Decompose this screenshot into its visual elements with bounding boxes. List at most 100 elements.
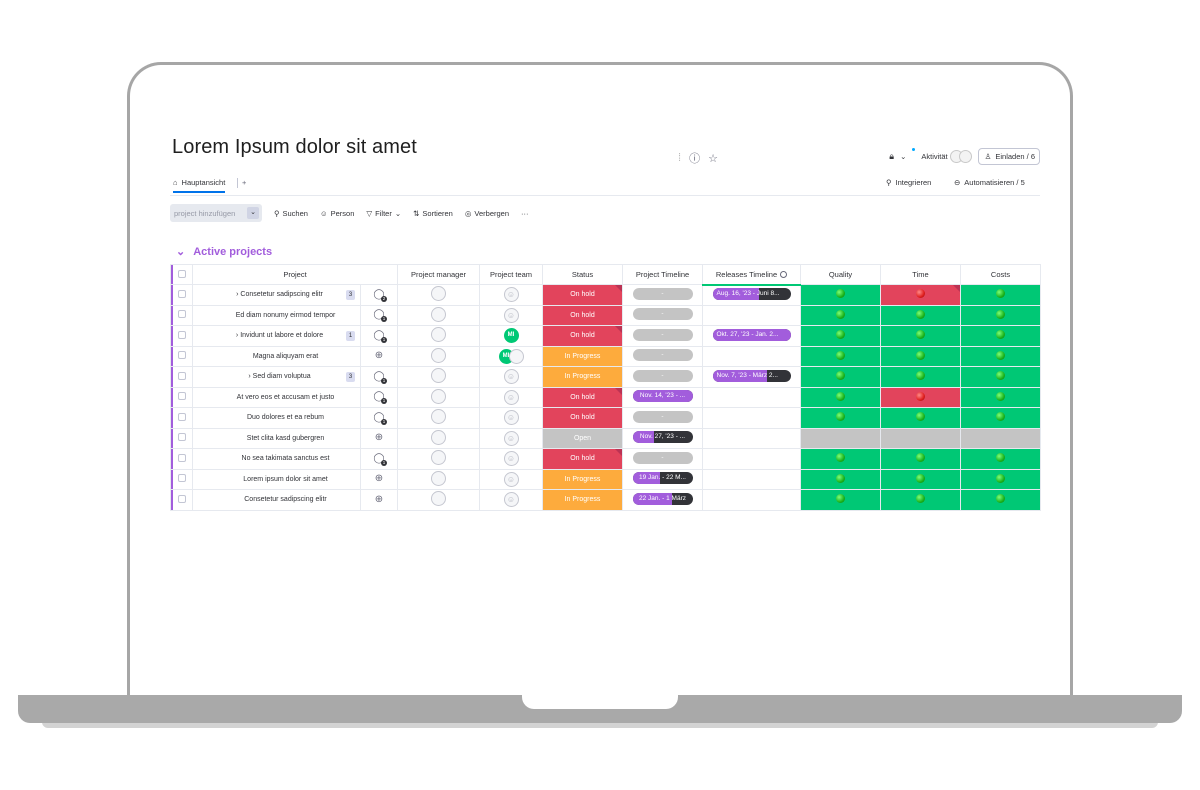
releases-timeline-cell[interactable] <box>702 468 801 490</box>
status-cell[interactable]: Open <box>542 427 623 449</box>
table-row[interactable]: › Sed diam voluptua 3 ◯ 1 ☺ In Progress - Nov. … <box>170 366 1041 388</box>
project-team-cell[interactable]: ☺ <box>479 427 543 449</box>
add-view-button[interactable]: + <box>236 178 247 188</box>
time-cell[interactable] <box>880 304 961 326</box>
table-row[interactable]: › Invidunt ut labore et dolore 1 ◯ 1 MI On ho… <box>170 325 1041 347</box>
project-team-cell[interactable]: ☺ <box>479 448 543 470</box>
project-name-cell[interactable]: Consetetur sadipscing elitr <box>192 489 361 511</box>
star-icon[interactable]: ☆ <box>708 152 718 165</box>
quality-cell[interactable] <box>800 366 881 388</box>
project-team-cell[interactable]: ☺ <box>479 386 543 408</box>
row-checkbox[interactable] <box>170 448 193 470</box>
project-manager-cell[interactable] <box>397 304 480 326</box>
project-timeline-cell[interactable]: 22 Jan. - 1 März <box>622 489 703 511</box>
quality-cell[interactable] <box>800 345 881 367</box>
project-manager-cell[interactable] <box>397 468 480 490</box>
time-cell[interactable] <box>880 386 961 408</box>
row-checkbox[interactable] <box>170 407 193 429</box>
table-row[interactable]: Stet clita kasd gubergren ⊕ ☺ Open Nov. 27, … <box>170 427 1041 449</box>
updates-cell[interactable]: ◯ 1 <box>360 407 398 429</box>
new-item-button[interactable]: project hinzufügen ⌄ <box>170 204 262 222</box>
table-row[interactable]: Lorem ipsum dolor sit amet ⊕ ☺ In Progress 1… <box>170 468 1041 490</box>
status-cell[interactable]: On hold <box>542 284 623 306</box>
integrate-button[interactable]: ⚲ Integrieren <box>886 178 931 187</box>
chevron-right-icon[interactable]: › <box>236 291 239 299</box>
quality-cell[interactable] <box>800 386 881 408</box>
automate-button[interactable]: ⊖ Automatisieren / 5 <box>954 178 1025 187</box>
column-header[interactable]: Status <box>542 264 623 285</box>
info-icon[interactable]: ⓘ <box>689 153 701 165</box>
project-team-cell[interactable]: ☺ <box>479 468 543 490</box>
row-checkbox[interactable] <box>170 427 193 449</box>
project-timeline-cell[interactable]: - <box>622 325 703 347</box>
row-checkbox[interactable] <box>170 386 193 408</box>
costs-cell[interactable] <box>960 489 1041 511</box>
tab-main-view[interactable]: ⌂ Hauptansicht <box>173 178 226 193</box>
updates-cell[interactable]: ◯ 1 <box>360 304 398 326</box>
project-name-cell[interactable]: Lorem ipsum dolor sit amet <box>192 468 361 490</box>
row-checkbox[interactable] <box>170 325 193 347</box>
quality-cell[interactable] <box>800 448 881 470</box>
project-manager-cell[interactable] <box>397 407 480 429</box>
row-checkbox[interactable] <box>170 489 193 511</box>
table-row[interactable]: Magna aliquyam erat ⊕ MI In Progress - <box>170 345 1041 367</box>
column-header[interactable]: Quality <box>800 264 881 285</box>
updates-cell[interactable]: ⊕ <box>360 468 398 490</box>
column-header-releases[interactable]: Releases Timeline <box>702 264 801 286</box>
project-timeline-cell[interactable]: - <box>622 304 703 326</box>
releases-timeline-cell[interactable] <box>702 407 801 429</box>
chevron-down-icon[interactable]: ⌄ <box>247 207 259 219</box>
project-timeline-cell[interactable]: - <box>622 448 703 470</box>
quality-cell[interactable] <box>800 304 881 326</box>
costs-cell[interactable] <box>960 345 1041 367</box>
updates-cell[interactable]: ◯ 1 <box>360 386 398 408</box>
table-row[interactable]: At vero eos et accusam et justo ◯ 1 ☺ On hol… <box>170 386 1041 408</box>
status-cell[interactable]: On hold <box>542 304 623 326</box>
person-filter-button[interactable]: ☺ Person <box>320 209 354 218</box>
table-row[interactable]: Ed diam nonumy eirmod tempor ◯ 1 ☺ On hold - <box>170 304 1041 326</box>
time-cell[interactable] <box>880 345 961 367</box>
project-name-cell[interactable]: › Sed diam voluptua 3 <box>192 366 361 388</box>
row-checkbox[interactable] <box>170 366 193 388</box>
time-cell[interactable] <box>880 366 961 388</box>
subitem-count-badge[interactable]: 3 <box>346 372 355 382</box>
quality-cell[interactable] <box>800 325 881 347</box>
project-manager-cell[interactable] <box>397 427 480 449</box>
project-team-cell[interactable]: MI <box>479 345 543 367</box>
costs-cell[interactable] <box>960 468 1041 490</box>
time-cell[interactable] <box>880 284 961 306</box>
time-cell[interactable] <box>880 489 961 511</box>
costs-cell[interactable] <box>960 366 1041 388</box>
table-row[interactable]: Duo dolores et ea rebum ◯ 1 ☺ On hold - <box>170 407 1041 429</box>
info-icon[interactable] <box>780 271 788 279</box>
filter-button[interactable]: ▽ Filter ⌄ <box>366 209 401 218</box>
status-cell[interactable]: On hold <box>542 407 623 429</box>
releases-timeline-cell[interactable]: Okt. 27, '23 - Jan. 2... <box>702 325 801 347</box>
releases-timeline-cell[interactable] <box>702 448 801 470</box>
updates-cell[interactable]: ⊕ <box>360 345 398 367</box>
project-manager-cell[interactable] <box>397 325 480 347</box>
releases-timeline-cell[interactable] <box>702 489 801 511</box>
status-cell[interactable]: On hold <box>542 448 623 470</box>
row-checkbox[interactable] <box>170 284 193 306</box>
project-timeline-cell[interactable]: Nov. 27, '23 - ... <box>622 427 703 449</box>
activity-label[interactable]: Aktivität <box>921 152 948 161</box>
costs-cell[interactable] <box>960 427 1041 449</box>
project-name-cell[interactable]: › Invidunt ut labore et dolore 1 <box>192 325 361 347</box>
status-cell[interactable]: In Progress <box>542 489 623 511</box>
table-row[interactable]: Consetetur sadipscing elitr ⊕ ☺ In Progress… <box>170 489 1041 511</box>
column-header[interactable]: Costs <box>960 264 1041 285</box>
releases-timeline-cell[interactable] <box>702 427 801 449</box>
project-team-cell[interactable]: ☺ <box>479 489 543 511</box>
costs-cell[interactable] <box>960 304 1041 326</box>
sort-button[interactable]: ⇅ Sortieren <box>413 209 453 218</box>
subitem-count-badge[interactable]: 3 <box>346 290 355 300</box>
status-cell[interactable]: In Progress <box>542 345 623 367</box>
quality-cell[interactable] <box>800 489 881 511</box>
project-timeline-cell[interactable]: - <box>622 345 703 367</box>
column-header[interactable]: Time <box>880 264 961 285</box>
chevron-down-icon[interactable]: ⌄ <box>900 152 907 161</box>
project-name-cell[interactable]: Ed diam nonumy eirmod tempor <box>192 304 361 326</box>
project-team-cell[interactable]: MI <box>479 325 543 347</box>
project-timeline-cell[interactable]: - <box>622 366 703 388</box>
